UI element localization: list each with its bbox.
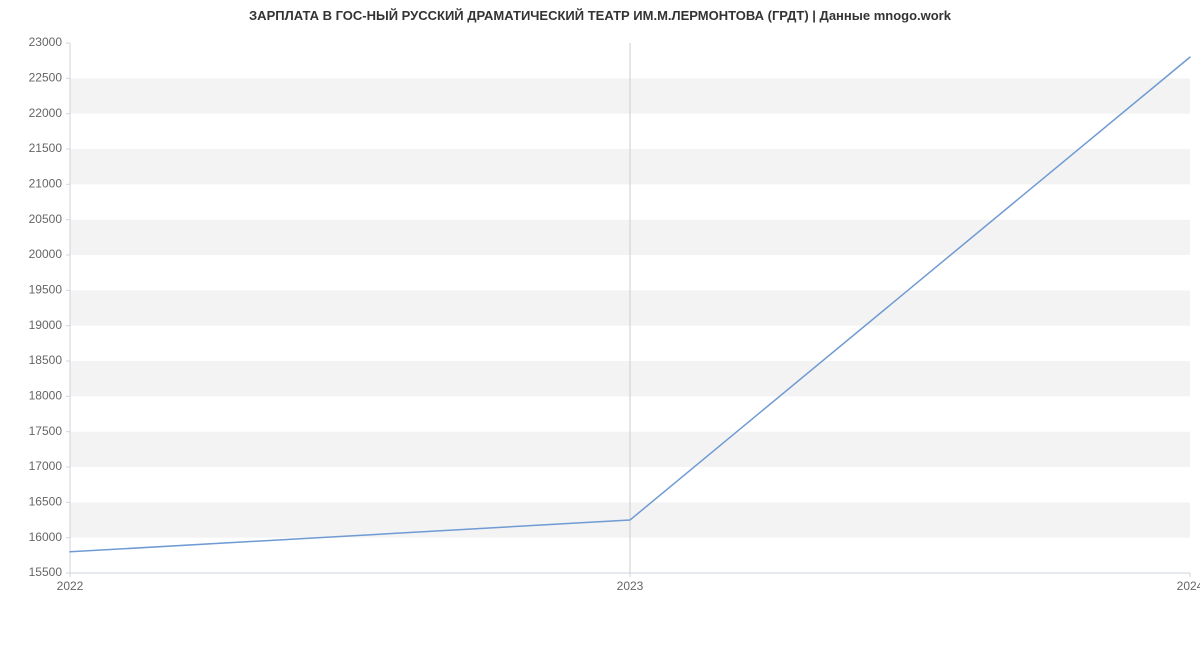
y-tick-label: 15500 (29, 565, 63, 579)
y-tick-label: 17000 (29, 459, 63, 473)
y-tick-label: 21000 (29, 177, 63, 191)
chart-title: ЗАРПЛАТА В ГОС-НЫЙ РУССКИЙ ДРАМАТИЧЕСКИЙ… (0, 0, 1200, 23)
y-tick-label: 16000 (29, 530, 63, 544)
y-tick-label: 19500 (29, 283, 63, 297)
line-chart: 15500 16000 16500 17000 17500 18000 18500 19000… (0, 23, 1200, 643)
y-tick-label: 21500 (29, 141, 63, 155)
x-tick-label: 2023 (617, 579, 644, 593)
x-tick-label: 2022 (57, 579, 84, 593)
y-tick-label: 23000 (29, 35, 63, 49)
y-tick-label: 22500 (29, 71, 63, 85)
y-tick-label: 20500 (29, 212, 63, 226)
chart-container: 15500 16000 16500 17000 17500 18000 18500 19000… (0, 23, 1200, 643)
y-tick-label: 20000 (29, 247, 63, 261)
y-tick-label: 22000 (29, 106, 63, 120)
y-tick-label: 18500 (29, 353, 63, 367)
y-tick-label: 16500 (29, 495, 63, 509)
y-tick-label: 17500 (29, 424, 63, 438)
x-tick-label: 2024 (1177, 579, 1200, 593)
y-tick-label: 18000 (29, 389, 63, 403)
y-tick-label: 19000 (29, 318, 63, 332)
